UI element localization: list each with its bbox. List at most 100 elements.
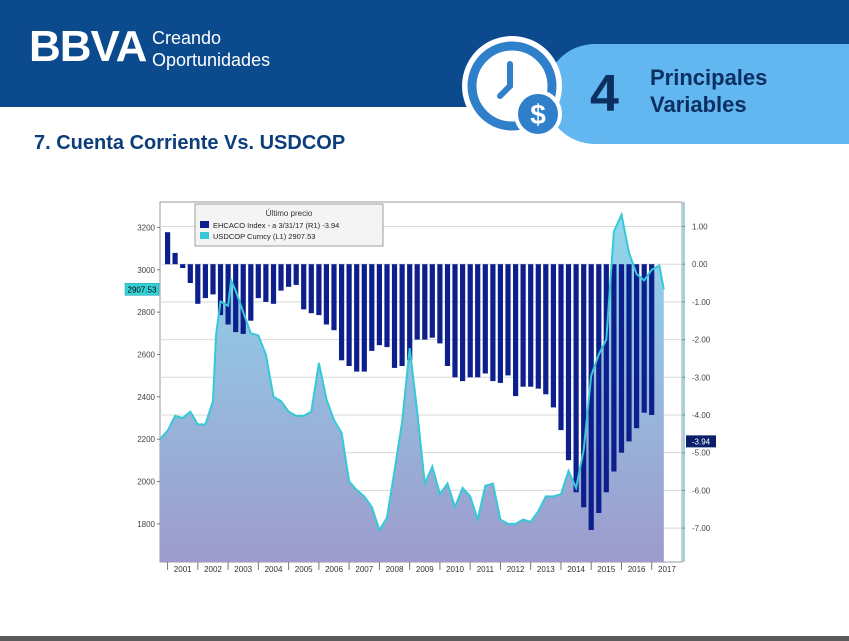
- ehcaco-bar: [384, 264, 390, 348]
- bbva-logo: BBVA: [29, 22, 147, 71]
- ehcaco-bar: [308, 264, 314, 314]
- ehcaco-bar: [588, 264, 594, 530]
- legend-swatch-usdcop: [200, 232, 209, 239]
- x-tick-label: 2011: [477, 565, 495, 574]
- ehcaco-bar: [346, 264, 352, 366]
- ehcaco-bar: [339, 264, 345, 361]
- section-number: 4: [590, 65, 619, 123]
- ehcaco-bar: [513, 264, 519, 397]
- left-tick-label: 1800: [137, 520, 155, 529]
- right-last-value-label: -3.94: [692, 437, 711, 446]
- ehcaco-bar: [497, 264, 503, 383]
- left-tick-label: 3200: [137, 223, 155, 232]
- legend-title: Último precio: [266, 209, 313, 218]
- legend-label-ehcaco: EHCACO Index - a 3/31/17 (R1) -3.94: [213, 221, 339, 230]
- ehcaco-bar: [202, 264, 208, 299]
- ehcaco-bar: [354, 264, 360, 372]
- right-tick-label: -2.00: [692, 336, 711, 345]
- ehcaco-bar: [437, 264, 443, 344]
- left-tick-label: 2800: [137, 308, 155, 317]
- ehcaco-bar: [248, 264, 254, 321]
- ehcaco-bar: [165, 232, 171, 265]
- ehcaco-bar: [361, 264, 367, 372]
- ehcaco-bar: [611, 264, 617, 472]
- usdcop-area: [160, 214, 664, 562]
- left-last-value-box: [124, 283, 160, 296]
- left-tick-label: 2600: [137, 350, 155, 359]
- x-tick-label: 2015: [597, 565, 615, 574]
- ehcaco-bar: [240, 264, 246, 334]
- x-tick-label: 2014: [567, 565, 585, 574]
- right-tick-label: -4.00: [692, 411, 711, 420]
- x-tick-label: 2013: [537, 565, 555, 574]
- ehcaco-bar: [528, 264, 534, 387]
- ehcaco-bar: [490, 264, 496, 382]
- x-tick-label: 2004: [265, 565, 283, 574]
- x-tick-label: 2009: [416, 565, 434, 574]
- ehcaco-bar: [520, 264, 526, 387]
- ehcaco-bar: [452, 264, 458, 378]
- left-tick-label: 2400: [137, 393, 155, 402]
- ehcaco-bar: [172, 252, 178, 265]
- ehcaco-bar: [210, 264, 216, 295]
- ehcaco-bar: [641, 264, 647, 413]
- ehcaco-bar: [429, 264, 435, 338]
- x-tick-label: 2003: [234, 565, 252, 574]
- x-tick-label: 2007: [355, 565, 373, 574]
- ehcaco-bar: [225, 264, 231, 325]
- section-pill: [545, 44, 849, 144]
- ehcaco-bar: [565, 264, 572, 461]
- svg-text:$: $: [530, 99, 546, 130]
- ehcaco-bar: [550, 264, 556, 408]
- ehcaco-bar: [391, 264, 398, 368]
- ehcaco-bar: [407, 264, 413, 361]
- ehcaco-bar: [255, 264, 261, 299]
- x-tick-label: 2016: [628, 565, 646, 574]
- right-tick-label: -5.00: [692, 449, 711, 458]
- ehcaco-bar: [278, 264, 284, 291]
- ehcaco-bar: [603, 264, 609, 493]
- right-last-value-box: [686, 435, 716, 448]
- ehcaco-bar: [399, 264, 405, 366]
- ehcaco-bar: [376, 264, 382, 346]
- x-tick-label: 2008: [386, 565, 404, 574]
- ehcaco-bar: [217, 264, 224, 316]
- chart-container: 3200 3000 2800 2600 2400 2200 2000 1800 1.00 0.00…: [122, 190, 722, 580]
- ehcaco-bar: [301, 264, 307, 310]
- legend-box: [194, 203, 384, 247]
- tagline-line2: Oportunidades: [152, 50, 271, 70]
- usdcop-line: [159, 211, 665, 533]
- ehcaco-bar: [293, 264, 299, 285]
- ehcaco-bar: [535, 264, 541, 389]
- right-tick-label: -7.00: [692, 524, 711, 533]
- ehcaco-bar: [634, 264, 640, 429]
- left-tick-label: 2000: [137, 478, 155, 487]
- ehcaco-bar: [618, 264, 625, 453]
- ehcaco-bar: [649, 264, 655, 415]
- ehcaco-bar: [573, 264, 579, 493]
- current-account-vs-usdcop-chart: 3200 3000 2800 2600 2400 2200 2000 1800 1.00 0.00…: [124, 201, 716, 574]
- ehcaco-bar: [369, 264, 375, 351]
- clock-dollar-icon: $: [462, 36, 562, 138]
- ehcaco-bar: [286, 264, 292, 287]
- x-tick-label: 2010: [446, 565, 464, 574]
- ehcaco-bar: [460, 264, 466, 382]
- x-tick-label: 2001: [174, 565, 192, 574]
- ehcaco-bar: [323, 264, 329, 325]
- ehcaco-bar: [270, 264, 277, 304]
- right-tick-label: 0.00: [692, 260, 708, 269]
- ehcaco-bar: [195, 264, 201, 304]
- ehcaco-bar: [505, 264, 511, 376]
- tagline-line1: Creando: [152, 28, 222, 48]
- ehcaco-bar: [263, 264, 269, 302]
- ehcaco-bar: [444, 264, 451, 366]
- ehcaco-bar: [475, 264, 481, 378]
- x-tick-label: 2012: [507, 565, 525, 574]
- x-tick-label: 2002: [204, 565, 222, 574]
- right-tick-label: 1.00: [692, 223, 708, 232]
- ehcaco-bar: [422, 264, 428, 340]
- section-title-line2: Variables: [650, 92, 747, 117]
- ehcaco-bar: [467, 264, 473, 378]
- left-tick-label: 3000: [137, 266, 155, 275]
- right-tick-label: -6.00: [692, 486, 711, 495]
